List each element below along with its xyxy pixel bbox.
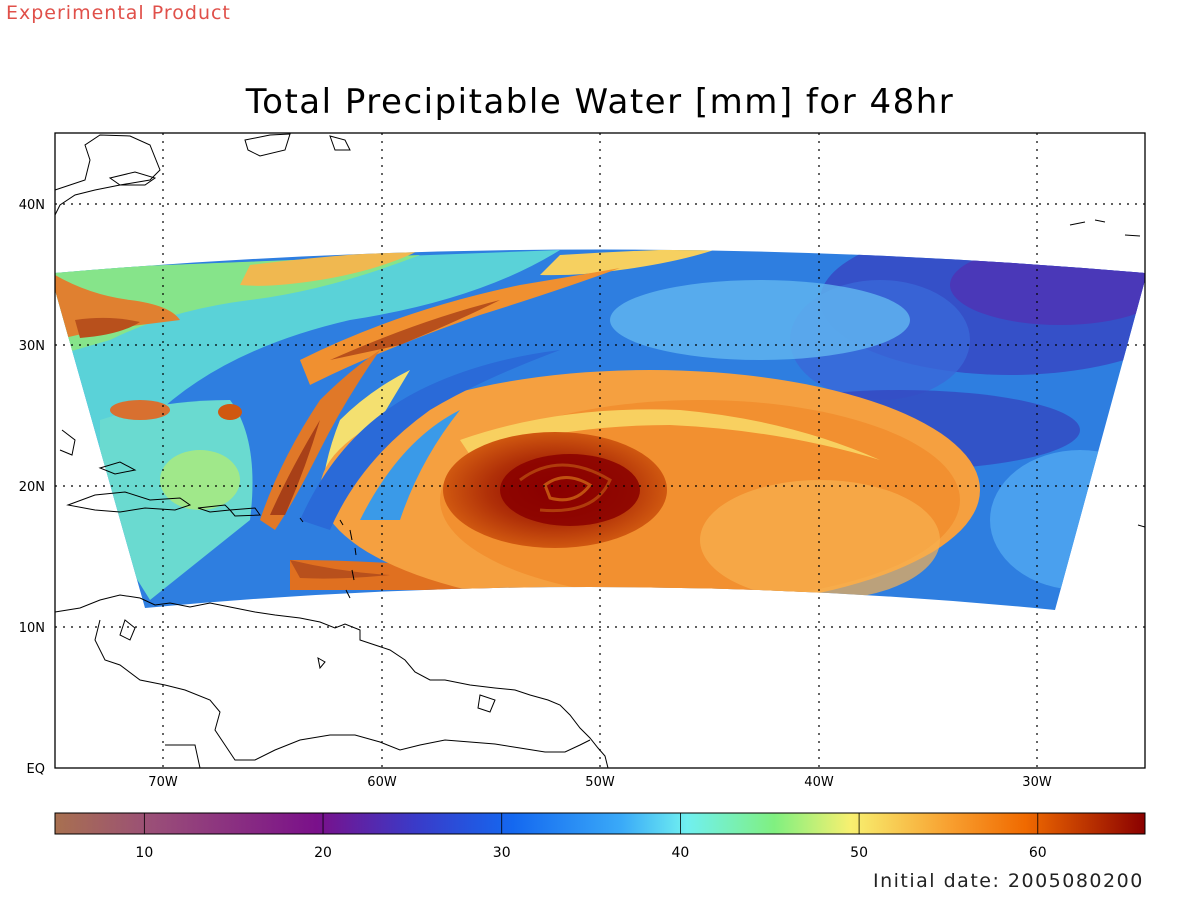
lon-label: 50W [585,775,615,790]
colorbar-ticks [143,813,1039,834]
colorbar-tick-label: 20 [314,845,332,861]
lon-label: 40W [804,775,834,790]
lat-label: 20N [19,480,45,495]
precipitable-water-field [55,249,1145,610]
graticule [55,133,1145,768]
initial-date: Initial date: 2005080200 [873,870,1144,892]
colorbar-tick-label: 10 [135,845,153,861]
lat-label: 40N [19,198,45,213]
lon-label: 70W [148,775,178,790]
lon-label: 60W [367,775,397,790]
latitude-axis-labels: 40N 30N 20N 10N EQ [19,198,45,777]
colorbar-labels: 10 20 30 40 50 60 [135,845,1046,861]
colorbar-tick-label: 40 [671,845,689,861]
colorbar-tick-label: 50 [850,845,868,861]
lat-label: 30N [19,339,45,354]
colorbar-tick-label: 60 [1029,845,1047,861]
longitude-axis-labels: 70W 60W 50W 40W 30W [148,775,1052,790]
coastlines [54,133,1146,769]
colorbar: 10 20 30 40 50 60 [54,812,1146,861]
colorbar-tick-label: 30 [493,845,511,861]
lon-label: 30W [1022,775,1052,790]
lat-label: 10N [19,621,45,636]
map-title: Total Precipitable Water [mm] for 48hr [245,82,955,122]
lat-label: EQ [27,762,45,777]
colorbar-ramp [54,812,1146,835]
experimental-product-label: Experimental Product [6,2,231,24]
